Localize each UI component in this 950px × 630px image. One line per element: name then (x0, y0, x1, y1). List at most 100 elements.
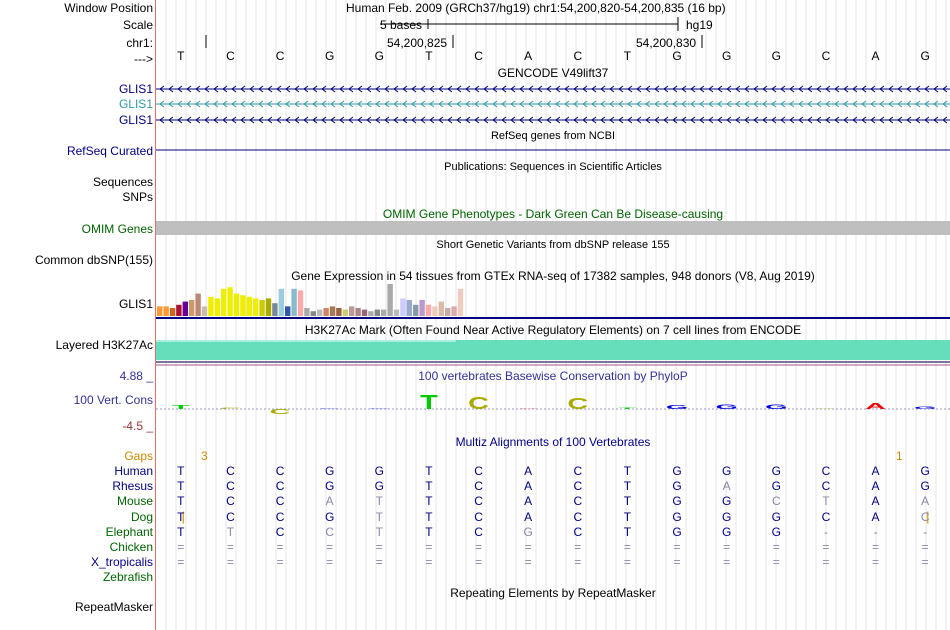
aligned-base: A (524, 479, 533, 494)
gencode-gene-label-2[interactable]: GLIS1 (118, 97, 153, 111)
ruler-base-1: T (177, 49, 185, 63)
aligned-base: T (375, 509, 383, 524)
strand-arrow (744, 85, 750, 93)
sequences-label[interactable]: Sequences (92, 175, 153, 189)
strand-arrow (771, 116, 777, 124)
refseq-curated-label[interactable]: RefSeq Curated (66, 144, 153, 158)
strand-arrow (213, 85, 219, 93)
strand-arrow (555, 116, 561, 124)
gencode-gene-label-1[interactable]: GLIS1 (118, 82, 153, 96)
species-label-dog[interactable]: Dog (130, 509, 153, 524)
species-label-x_tropicalis[interactable]: X_tropicalis (90, 555, 153, 570)
strand-arrow (645, 116, 651, 124)
strand-arrow (222, 85, 228, 93)
aligned-base: = (326, 540, 334, 554)
aligned-base: = (921, 540, 929, 554)
strand-arrow (708, 116, 714, 124)
gencode-track-title[interactable]: GENCODE V49lift37 (497, 66, 609, 80)
strand-arrow (780, 116, 786, 124)
aligned-base: C (275, 464, 285, 478)
phylop-track-title[interactable]: 100 vertebrates Basewise Conservation by… (418, 369, 688, 383)
species-label-mouse[interactable]: Mouse (116, 494, 153, 509)
phylop-label[interactable]: 100 Vert. Cons (73, 393, 153, 407)
species-label-chicken[interactable]: Chicken (109, 540, 153, 554)
snps-label[interactable]: SNPs (122, 190, 153, 204)
aligned-base: = (673, 555, 681, 570)
strand-arrow (582, 116, 588, 124)
aligned-base: C (573, 494, 583, 509)
aligned-base: T (425, 509, 433, 524)
assembly-position-text[interactable]: Human Feb. 2009 (GRCh37/hg19) chr1:54,20… (346, 1, 726, 15)
gtex-tissue-bar-41 (413, 304, 419, 316)
gtex-tissue-bar-33 (361, 309, 368, 316)
publications-track-title[interactable]: Publications: Sequences in Scientific Ar… (444, 161, 662, 173)
species-label-zebrafish[interactable]: Zebrafish (102, 570, 153, 585)
strand-arrow (627, 100, 633, 108)
phylop-score-10: T (619, 408, 637, 410)
aligned-base: = (623, 555, 631, 570)
phylop-score-8: A (518, 408, 539, 409)
gtex-tissue-bar-13 (233, 293, 240, 316)
omim-genes-label[interactable]: OMIM Genes (81, 222, 153, 236)
strand-arrow (726, 100, 732, 108)
aligned-base: T (226, 524, 235, 539)
strand-arrow (204, 100, 210, 108)
strand-arrow (681, 85, 687, 93)
gtex-track-title[interactable]: Gene Expression in 54 tissues from GTEx … (291, 269, 815, 283)
gtex-tissue-bar-27 (323, 308, 329, 316)
strand-arrow (879, 85, 885, 93)
aligned-base: T (177, 464, 185, 478)
strand-arrow (510, 100, 516, 108)
species-label-human[interactable]: Human (114, 464, 153, 478)
strand-arrow (501, 100, 507, 108)
h3k27ac-signal (156, 340, 950, 360)
aligned-base: = (425, 540, 433, 554)
repeatmasker-label[interactable]: RepeatMasker (74, 600, 153, 614)
strand-arrow (897, 100, 903, 108)
strand-arrow (357, 85, 363, 93)
h3k27ac-track-title[interactable]: H3K27Ac Mark (Often Found Near Active Re… (304, 323, 802, 337)
species-label-rhesus[interactable]: Rhesus (112, 479, 153, 494)
dbsnp-track-title[interactable]: Short Genetic Variants from dbSNP releas… (436, 239, 670, 251)
multiz-track-title[interactable]: Multiz Alignments of 100 Vertebrates (455, 435, 651, 449)
strand-arrow (267, 85, 273, 93)
gtex-tissue-bar-1 (157, 306, 163, 316)
strand-arrow (663, 100, 669, 108)
ruler-base-16: G (920, 49, 930, 63)
strand-arrow (474, 100, 480, 108)
omim-track-title[interactable]: OMIM Gene Phenotypes - Dark Green Can Be… (382, 207, 724, 221)
strand-arrow (645, 100, 651, 108)
gtex-tissue-bar-48 (457, 288, 464, 316)
aligned-base: T (177, 479, 185, 494)
repeatmasker-track-title[interactable]: Repeating Elements by RepeatMasker (450, 586, 656, 600)
h3k27ac-label[interactable]: Layered H3K27Ac (55, 338, 153, 352)
chrom-label: chr1: (126, 36, 153, 50)
strand-arrow (870, 85, 876, 93)
strand-arrow (339, 100, 345, 108)
aligned-base: T (623, 509, 632, 524)
gtex-tissue-bar-39 (400, 298, 406, 316)
gencode-gene-label-3[interactable]: GLIS1 (118, 113, 153, 127)
strand-arrow (420, 85, 426, 93)
dbsnp-label[interactable]: Common dbSNP(155) (34, 253, 153, 267)
gtex-tissue-bar-9 (208, 296, 214, 316)
species-label-elephant[interactable]: Elephant (105, 524, 153, 539)
strand-arrow (861, 85, 867, 93)
aligned-base: T (623, 464, 632, 478)
strand-arrow (591, 85, 597, 93)
strand-arrow (780, 85, 786, 93)
gtex-tissue-bar-29 (336, 308, 342, 316)
gtex-gene-label[interactable]: GLIS1 (118, 297, 153, 311)
aligned-base: T (623, 494, 632, 509)
aligned-base: A (871, 509, 880, 524)
strand-arrow (690, 116, 696, 124)
strand-arrow (762, 100, 768, 108)
gtex-tissue-bar-46 (445, 308, 451, 316)
gtex-tissue-bar-25 (310, 311, 316, 316)
refseq-track-title[interactable]: RefSeq genes from NCBI (490, 130, 616, 142)
strand-arrow (762, 116, 768, 124)
strand-arrow (852, 116, 858, 124)
